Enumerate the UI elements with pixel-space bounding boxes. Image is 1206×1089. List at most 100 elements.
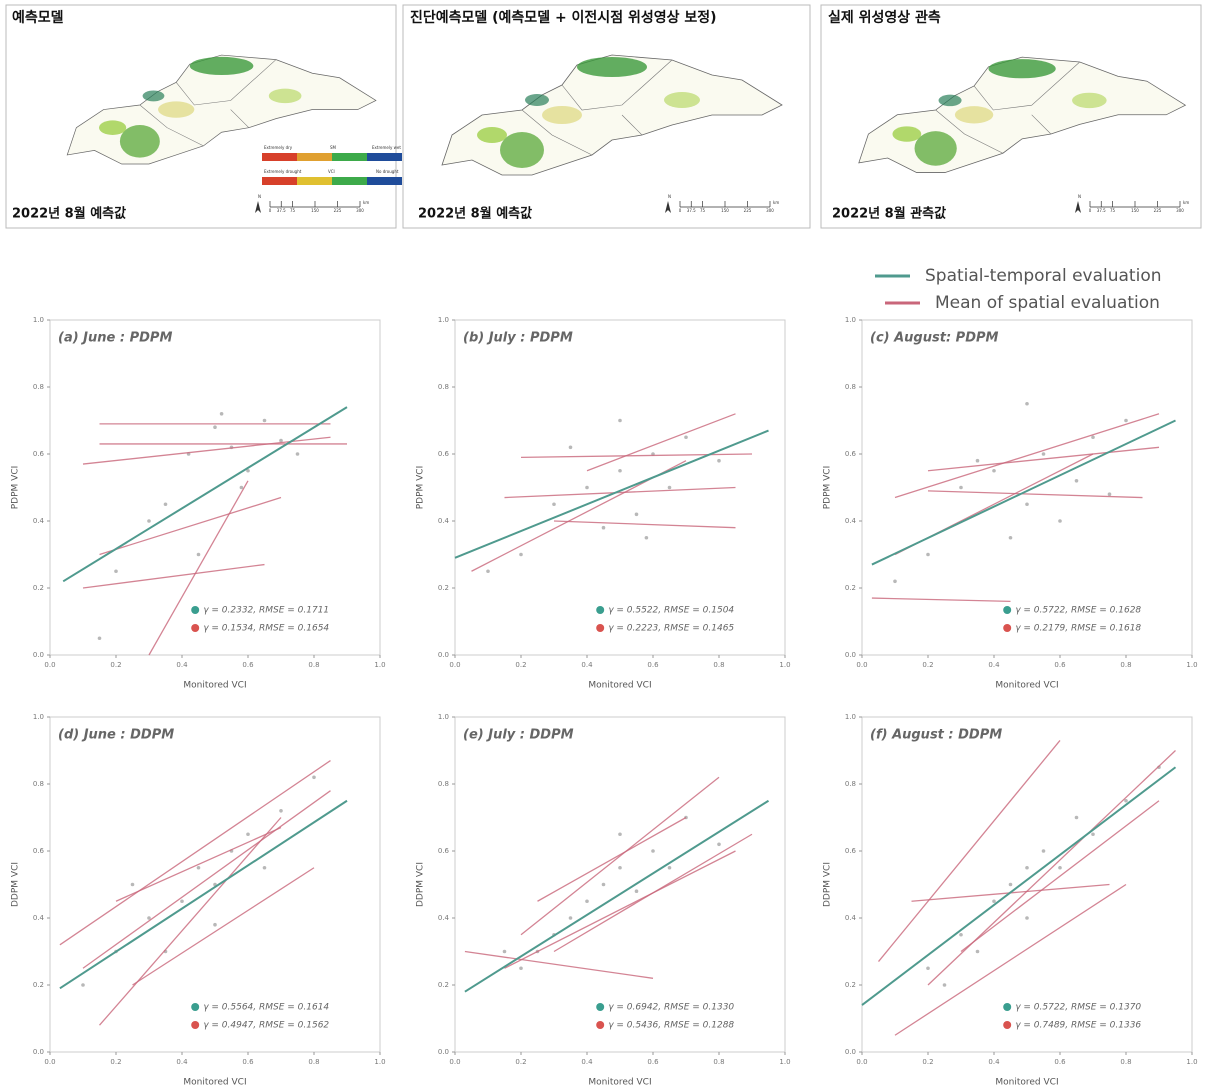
data-point [1074, 815, 1079, 820]
y-tick-label: 0.2 [438, 981, 449, 989]
spatial-fit-line [132, 867, 315, 986]
annotation-dot [1003, 606, 1012, 614]
map-title: 진단예측모델 (예측모델 + 이전시점 위성영상 보정) [410, 9, 717, 26]
annotation-dot [191, 606, 200, 614]
y-tick-label: 0.2 [33, 981, 44, 989]
y-tick-label: 0.6 [33, 450, 45, 458]
x-axis-label: Monitored VCI [588, 1078, 651, 1088]
x-tick-label: 0.4 [988, 1058, 1000, 1066]
spatiotemporal-fit-line [62, 406, 348, 583]
data-point [1025, 401, 1029, 406]
spatial-fit-line [520, 776, 720, 936]
x-tick-label: 0.6 [242, 661, 254, 669]
y-tick-label: 0.2 [845, 981, 856, 989]
data-point [618, 832, 622, 837]
scatter-panel: 0.0 0.2 0.4 0.6 0.8 1.0 0.0 0.2 0.4 0.6 0.8 1.0 Moni… [416, 713, 791, 1088]
y-tick-label: 0.6 [845, 450, 857, 458]
x-tick-label: 0.8 [1120, 1058, 1131, 1066]
map-scale: N 0 37.5 75 150 225 300 km [255, 194, 369, 213]
north-label: N [668, 194, 671, 199]
scale-label: 75 [700, 208, 706, 213]
north-label: N [1078, 194, 1081, 199]
annotation-dot [596, 624, 605, 632]
spatial-fit-line [59, 760, 331, 946]
data-point [684, 435, 688, 440]
panel-title: (f) August : DDPM [870, 728, 1002, 743]
spatiotemporal-fit-line [454, 429, 769, 559]
scale-label: 225 [1154, 208, 1162, 213]
x-tick-label: 0.8 [713, 1058, 724, 1066]
x-tick-label: 1.0 [1186, 1058, 1197, 1066]
data-point [651, 849, 655, 853]
spatial-fit-line [82, 563, 265, 589]
x-tick-label: 0.2 [515, 661, 526, 669]
x-tick-label: 1.0 [374, 661, 385, 669]
x-tick-label: 0.4 [581, 661, 593, 669]
data-point [486, 569, 490, 574]
y-tick-label: 0.8 [438, 383, 449, 391]
x-tick-label: 0.4 [176, 661, 188, 669]
scale-label: 75 [1110, 208, 1116, 213]
annotation: γ = 0.1534, RMSE = 0.1654 [203, 624, 329, 634]
data-point [196, 552, 201, 557]
data-point [926, 552, 930, 557]
north-arrow [665, 201, 671, 213]
legend-bar [332, 153, 367, 161]
spatiotemporal-fit-line [861, 766, 1177, 1006]
x-axis-label: Monitored VCI [588, 681, 651, 691]
legend-label: VCI [328, 169, 335, 174]
scatter-panel: 0.0 0.2 0.4 0.6 0.8 1.0 0.0 0.2 0.4 0.6 0.8 1.0 Moni… [823, 713, 1198, 1088]
data-point [1008, 535, 1013, 540]
data-point [1124, 798, 1128, 803]
map-panel: 진단예측모델 (예측모델 + 이전시점 위성영상 보정) 2022년 8월 예측… [402, 4, 811, 229]
spatial-fit-line [927, 446, 1160, 472]
y-tick-label: 1.0 [33, 713, 44, 721]
y-tick-label: 1.0 [33, 316, 44, 324]
legend-bar [332, 177, 367, 185]
spatial-fit-line [115, 826, 282, 902]
x-tick-label: 0.4 [988, 661, 1000, 669]
north-label: N [258, 194, 261, 199]
x-axis-label: Monitored VCI [995, 681, 1058, 691]
data-point [97, 636, 102, 641]
y-tick-label: 0.4 [438, 517, 450, 525]
x-tick-label: 0.2 [515, 1058, 526, 1066]
data-point [262, 865, 267, 870]
spatial-fit-line [586, 413, 736, 472]
data-point [519, 552, 523, 557]
panel-title: (e) July : DDPM [463, 728, 574, 743]
map-scale: N 0 37.5 75 150 225 300 km [1075, 194, 1189, 213]
data-point [1107, 492, 1112, 497]
map-panel: 실제 위성영상 관측 2022년 8월 관측값 [820, 4, 1202, 229]
scale-label: 0 [269, 208, 272, 213]
legend-label: No drought [376, 169, 399, 174]
map-scale: N 0 37.5 75 150 225 300 km [665, 194, 779, 213]
spatial-fit-line [520, 453, 753, 458]
y-tick-label: 0.2 [438, 584, 449, 592]
annotation-dot [1003, 1003, 1012, 1011]
scale-unit: km [773, 200, 779, 205]
scale-label: 37.5 [687, 208, 696, 213]
data-point [81, 983, 85, 987]
panel-title: (b) July : PDPM [463, 331, 573, 346]
map-panel: 예측모델 2022년 8월 예측값 Extremely dry SM Extre… [5, 4, 402, 229]
spatial-fit-line [148, 480, 249, 656]
data-point [312, 775, 316, 780]
data-point [196, 865, 201, 870]
data-point [992, 468, 996, 473]
x-tick-label: 0.4 [176, 1058, 188, 1066]
data-point [262, 418, 267, 423]
annotation-dot [1003, 624, 1012, 632]
data-point [1008, 882, 1013, 887]
x-tick-label: 0.2 [110, 1058, 121, 1066]
x-tick-label: 0.0 [44, 1058, 55, 1066]
y-tick-label: 1.0 [845, 713, 856, 721]
y-tick-label: 0.4 [33, 914, 45, 922]
map-title: 실제 위성영상 관측 [828, 9, 941, 26]
data-point [1058, 865, 1062, 870]
annotation-dot [596, 1003, 605, 1011]
y-tick-label: 0.4 [845, 914, 857, 922]
annotation-dot [191, 1021, 200, 1029]
data-point [219, 412, 224, 416]
y-tick-label: 0.8 [33, 383, 44, 391]
